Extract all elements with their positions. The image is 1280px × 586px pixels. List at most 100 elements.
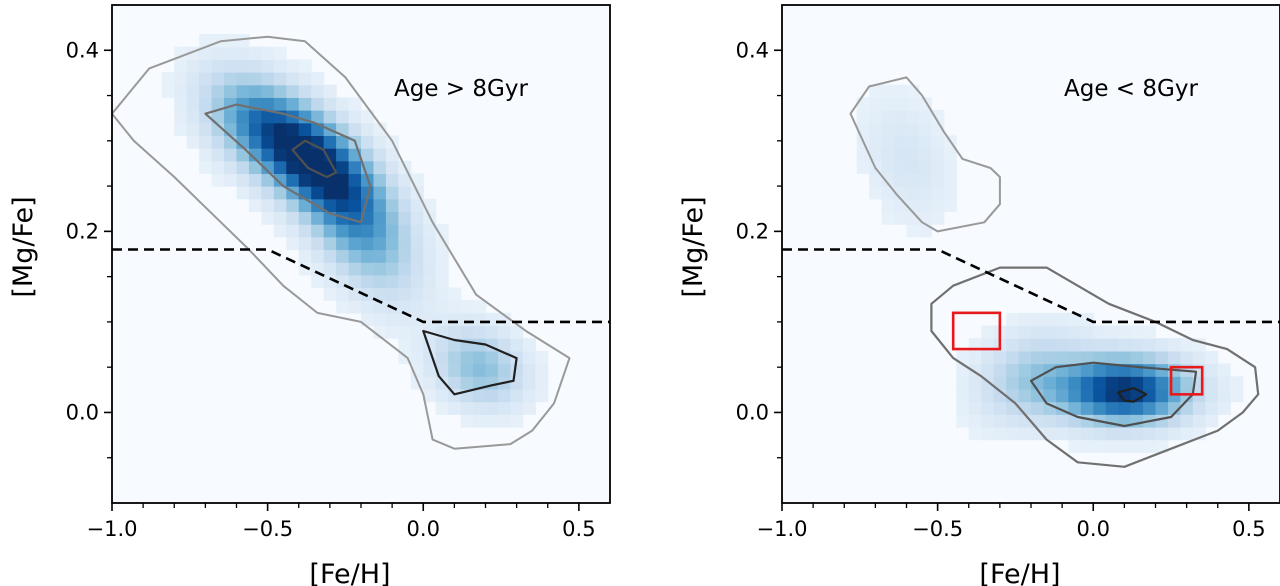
density-cell <box>1068 401 1082 415</box>
density-cell <box>286 122 300 136</box>
density-cell <box>1143 426 1157 441</box>
density-cell <box>311 186 325 200</box>
density-cell <box>522 401 536 415</box>
density-cell <box>199 160 213 175</box>
density-cell <box>273 59 287 73</box>
density-cell <box>918 224 932 238</box>
density-cell <box>1155 388 1169 403</box>
density-cell <box>856 148 870 162</box>
density-cell <box>1080 426 1094 441</box>
density-cell <box>931 198 945 213</box>
density-cell <box>261 122 275 136</box>
density-cell <box>261 198 275 213</box>
density-cell <box>869 135 883 149</box>
density-cell <box>199 84 213 98</box>
density-cell <box>1018 376 1032 390</box>
density-cell <box>336 135 350 149</box>
density-cell <box>248 148 262 162</box>
density-cell <box>1180 426 1194 441</box>
density-cell <box>856 160 870 175</box>
density-cell <box>348 236 362 251</box>
density-cell <box>199 135 213 149</box>
density-cell <box>186 122 200 136</box>
density-cell <box>1006 363 1020 377</box>
density-cell <box>286 173 300 187</box>
density-cell <box>497 338 511 352</box>
density-cell <box>298 262 312 276</box>
density-cell <box>1105 338 1119 352</box>
density-cell <box>311 262 325 276</box>
density-cell <box>993 401 1007 415</box>
density-cell <box>211 173 225 187</box>
density-cell <box>286 135 300 149</box>
density-cell <box>398 300 412 314</box>
density-cell <box>1006 312 1020 327</box>
density-cell <box>981 363 995 377</box>
density-cell <box>1043 312 1057 327</box>
density-cell <box>881 148 895 162</box>
density-cell <box>473 338 487 352</box>
density-cell <box>211 160 225 175</box>
density-cell <box>423 287 437 301</box>
density-cell <box>286 236 300 251</box>
density-cell <box>1192 401 1206 415</box>
density-cell <box>1205 401 1219 415</box>
density-cell <box>273 148 287 162</box>
density-cell <box>1006 401 1020 415</box>
density-cell <box>323 135 337 149</box>
density-cell <box>497 363 511 377</box>
density-cell <box>1006 414 1020 428</box>
density-cell <box>943 186 957 200</box>
density-cell <box>348 198 362 213</box>
density-cell <box>497 401 511 415</box>
density-cell <box>881 198 895 213</box>
density-cell <box>1043 338 1057 352</box>
density-cell <box>522 338 536 352</box>
density-cell <box>224 160 238 175</box>
density-cell <box>273 122 287 136</box>
density-cell <box>1105 388 1119 403</box>
density-cell <box>286 148 300 162</box>
density-cell <box>881 211 895 225</box>
density-cell <box>323 186 337 200</box>
density-cell <box>435 249 449 263</box>
density-cell <box>298 211 312 225</box>
density-cell <box>236 33 250 48</box>
density-cell <box>336 224 350 238</box>
density-cell <box>298 122 312 136</box>
density-cell <box>906 110 920 124</box>
density-cell <box>869 122 883 136</box>
density-cell <box>1205 376 1219 390</box>
density-cell <box>906 122 920 136</box>
density-cell <box>336 148 350 162</box>
density-cell <box>348 224 362 238</box>
density-cell <box>956 350 970 365</box>
density-cell <box>435 312 449 327</box>
density-cell <box>435 350 449 365</box>
density-cell <box>1068 426 1082 441</box>
density-cell <box>161 84 175 98</box>
density-cell <box>485 414 499 428</box>
density-cell <box>1018 363 1032 377</box>
density-cell <box>460 414 474 428</box>
density-cell <box>286 160 300 175</box>
density-cell <box>361 148 375 162</box>
density-cell <box>323 287 337 301</box>
density-cell <box>1031 426 1045 441</box>
density-cell <box>410 300 424 314</box>
density-cell <box>473 312 487 327</box>
density-cell <box>1180 376 1194 390</box>
density-cell <box>373 211 387 225</box>
density-cell <box>1093 363 1107 377</box>
density-cell <box>1055 414 1069 428</box>
density-cell <box>323 160 337 175</box>
density-cell <box>261 160 275 175</box>
density-cell <box>448 350 462 365</box>
density-cell <box>311 249 325 263</box>
contour-line <box>1117 386 1148 403</box>
density-cell <box>224 148 238 162</box>
density-cell <box>311 211 325 225</box>
density-cell <box>510 388 524 403</box>
density-cell <box>993 363 1007 377</box>
